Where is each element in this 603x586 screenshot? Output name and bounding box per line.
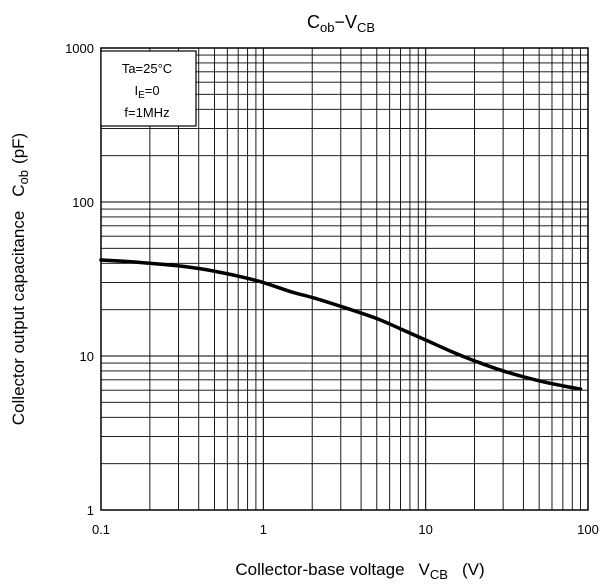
chart-title-var: V: [345, 12, 357, 32]
condition-temperature: Ta=25°C: [122, 61, 172, 76]
y-tick-label: 1000: [65, 41, 94, 56]
y-axis-label-unit: (pF): [9, 133, 28, 164]
y-axis-label-var-subscript: ob: [16, 170, 31, 184]
x-axis-label-var: V: [419, 560, 431, 579]
condition-emitter-current-main: I: [134, 83, 138, 98]
y-tick-label: 10: [80, 349, 94, 364]
condition-emitter-current-subscript: E: [138, 90, 145, 101]
chart-title-var-subscript: CB: [357, 20, 375, 35]
plot-frame: [100, 47, 589, 511]
condition-emitter-current-value: =0: [145, 83, 160, 98]
condition-frequency: f=1MHz: [124, 105, 169, 120]
data-series: [99, 258, 583, 391]
x-axis-label-unit: (V): [462, 560, 485, 579]
y-axis-label: Collector output capacitance Cob (pF): [9, 133, 31, 425]
x-axis-label-text: Collector-base voltage: [235, 560, 404, 579]
capacitance-curve: [99, 258, 583, 391]
x-tick-label: 10: [418, 522, 432, 537]
y-tick-label: 1: [87, 503, 94, 518]
x-axis-label-var-subscript: CB: [430, 567, 448, 582]
x-tick-label: 1: [260, 522, 267, 537]
x-axis-label: Collector-base voltage VCB (V): [235, 560, 484, 582]
y-tick-label: 100: [72, 195, 94, 210]
conditions-box: Ta=25°C IE=0 f=1MHz: [100, 50, 197, 127]
y-axis-label-text: Collector output capacitance: [9, 211, 28, 426]
x-tick-label: 100: [577, 522, 599, 537]
y-axis-ticks: 1 10 100 1000: [65, 41, 94, 518]
grid: [101, 48, 588, 510]
y-axis-label-var: C: [9, 184, 28, 196]
x-tick-label: 0.1: [92, 522, 110, 537]
conditions-box-frame: [100, 50, 197, 127]
chart-title-dash: −: [334, 12, 345, 32]
chart-title-main: C: [307, 12, 320, 32]
condition-emitter-current: IE=0: [134, 83, 159, 101]
chart-title: Cob−VCB: [307, 12, 375, 35]
x-axis-ticks: 0.1 1 10 100: [92, 522, 599, 537]
chart-title-main-subscript: ob: [320, 20, 334, 35]
